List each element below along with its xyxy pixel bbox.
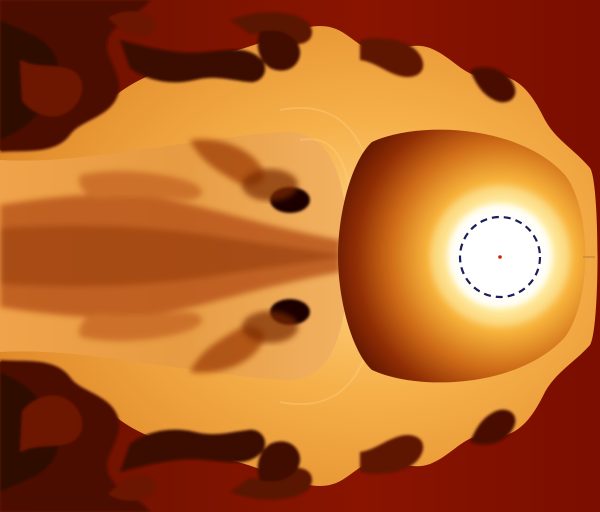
wake-region [0,131,350,381]
dashed-circle-marker [458,215,542,299]
center-dot [498,255,502,259]
upper-plumes [0,0,516,152]
central-bubble [338,129,586,383]
lower-plumes [0,360,516,512]
